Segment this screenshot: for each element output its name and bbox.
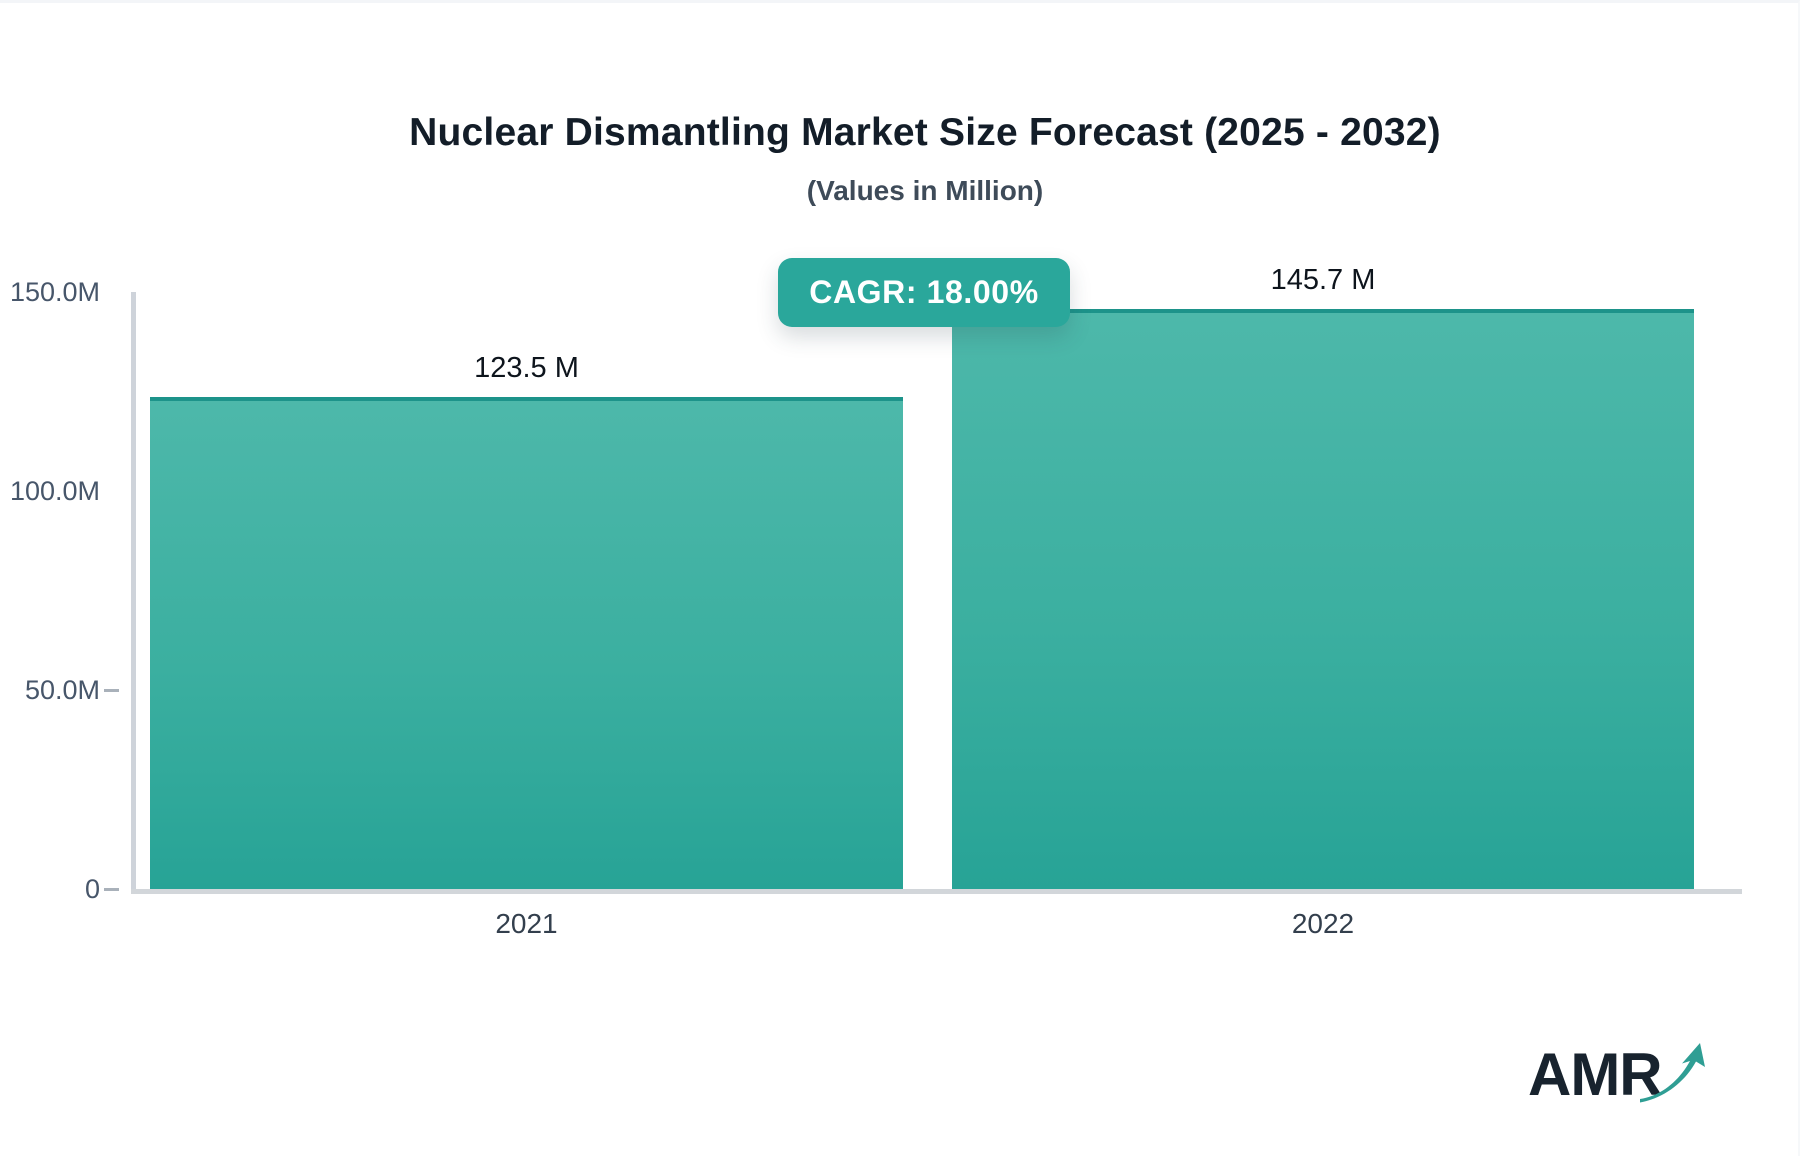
category-label: 2022: [1291, 908, 1355, 939]
bar-value-label: 145.7 M: [1270, 264, 1376, 296]
ytick-dash: [104, 689, 119, 692]
ytick-dash: [104, 888, 119, 891]
y-axis-line: [131, 292, 136, 894]
x-axis-line: [131, 889, 1742, 894]
plot-area: 123.5 M 145.7 M: [131, 264, 1760, 889]
amr-logo-arrow-icon: [1640, 1043, 1705, 1103]
chart-subtitle: (Values in Million): [806, 175, 1044, 206]
amr-logo-text: AMR: [1528, 1041, 1662, 1108]
category-label: 2021: [495, 908, 558, 939]
chart-title: Nuclear Dismantling Market Size Forecast…: [409, 111, 1441, 154]
bar-2022[interactable]: [952, 309, 1694, 889]
bar-2021[interactable]: [150, 397, 903, 889]
cagr-badge: CAGR: 18.00%: [778, 258, 1070, 327]
ytick-label: 50.0M: [24, 675, 100, 705]
amr-logo: AMR: [1528, 1041, 1705, 1108]
ytick-label: 100.0M: [9, 476, 100, 506]
ytick-label: 0: [84, 874, 100, 904]
ytick-label: 150.0M: [9, 277, 100, 307]
bar-value-label: 123.5 M: [474, 352, 579, 384]
